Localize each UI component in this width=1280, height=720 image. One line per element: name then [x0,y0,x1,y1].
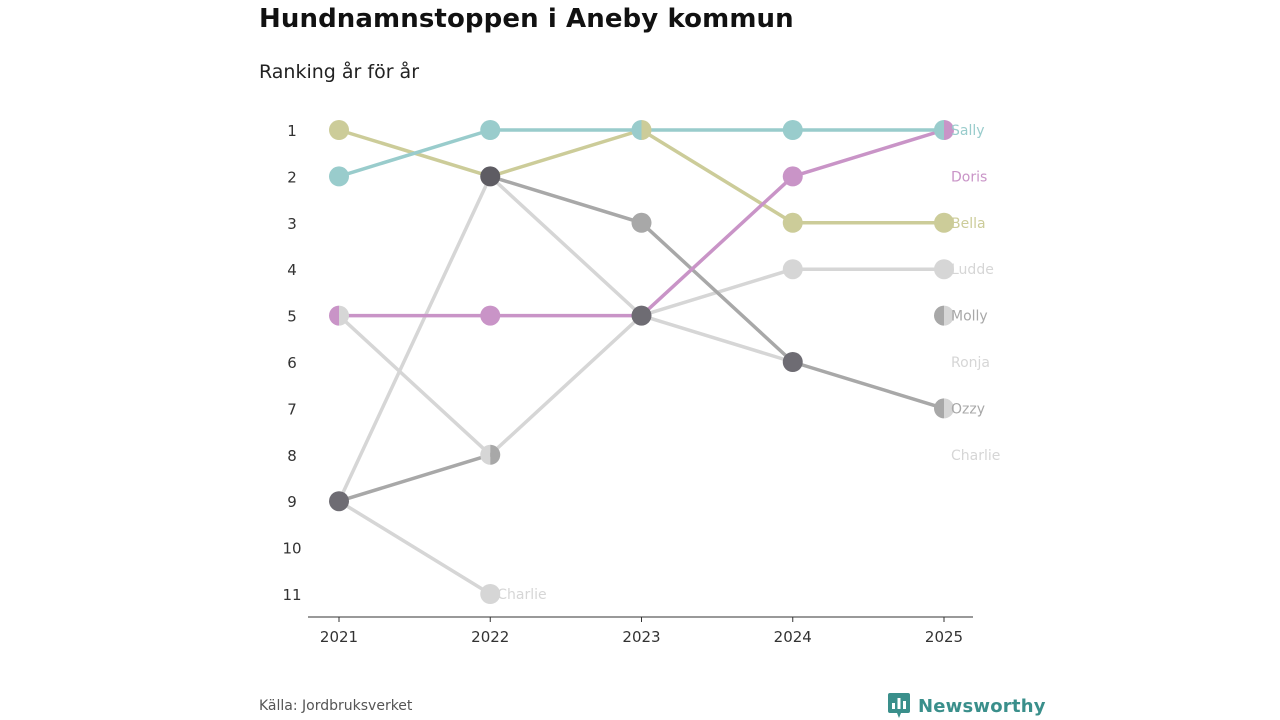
point-marker [782,212,803,233]
inline-label-charlie: Charlie [497,587,546,603]
series-line-ronja [337,313,492,457]
point-marker [329,166,349,187]
end-label-bella: Bella [951,216,986,232]
series-line-ozzy [639,221,795,364]
point-marker-left [934,305,944,326]
point-marker [480,166,501,187]
point-marker [782,166,803,187]
point-marker [782,259,803,280]
series-line-ronja [639,313,795,364]
point-marker-left [934,398,944,419]
point-marker [329,120,349,140]
y-tick-label: 1 [287,122,297,140]
bar-chart-speech-icon [888,693,910,718]
series-line-sally [337,128,492,179]
y-tick-label: 10 [282,540,301,558]
y-tick-label: 4 [287,261,297,279]
end-label-ronja: Ronja [951,355,990,371]
y-tick-label: 5 [287,308,297,326]
point-marker [480,120,501,140]
point-marker-right [490,444,501,465]
point-marker-left [934,120,944,140]
brand-logo[interactable]: Newsworthy [888,692,1046,720]
point-marker-left [631,120,642,140]
y-tick-label: 7 [287,400,297,418]
series-line-bella [488,128,644,179]
point-marker-right [641,120,652,140]
point-marker-left [480,444,491,465]
chart-subtitle: Ranking år för år [259,61,420,83]
bump-chart: 1 2 3 4 5 6 7 8 9 10 11 2021 2022 2023 2024 2025 Sally Do… [282,120,1000,646]
series-line-charlie [337,499,492,596]
end-label-sally: Sally [951,123,985,139]
x-tick-label: 2025 [925,628,963,646]
series-line-molly [337,453,492,503]
series-line-ozzy [488,174,644,225]
point-marker-left [329,305,339,326]
point-marker [631,212,652,233]
point-marker [934,212,954,233]
point-marker [329,491,349,512]
brand-name: Newsworthy [918,695,1046,717]
end-label-doris: Doris [951,169,987,185]
point-marker [480,305,501,326]
series-line-ludde [337,174,492,503]
point-marker [480,584,501,604]
point-marker-right [944,398,954,419]
series-line-ludde [488,174,644,318]
y-tick-label: 9 [287,493,297,511]
end-label-molly: Molly [951,309,988,325]
chart-title: Hundnamnstoppen i Aneby kommun [259,4,794,34]
x-tick-label: 2022 [471,628,509,646]
point-marker-right [339,305,349,326]
end-label-ozzy: Ozzy [951,401,985,417]
point-marker [782,120,803,140]
series-line-ozzy [791,360,946,411]
source-note: Källa: Jordbruksverket [259,698,413,714]
series-line-doris [791,128,946,179]
point-marker [631,305,652,326]
end-label-ludde: Ludde [951,262,994,278]
point-marker-right [944,305,954,326]
y-tick-label: 3 [287,215,297,233]
series-line-doris [639,174,795,318]
point-marker [782,352,803,372]
y-tick-label: 11 [282,586,301,604]
x-tick-label: 2023 [622,628,660,646]
y-tick-label: 2 [287,168,297,186]
y-tick-label: 6 [287,354,297,372]
x-tick-label: 2021 [320,628,358,646]
y-tick-label: 8 [287,447,297,465]
end-label-charlie: Charlie [951,448,1000,464]
x-tick-label: 2024 [774,628,812,646]
point-marker [934,259,954,280]
point-marker-right [944,120,954,140]
series-line-ronja [488,313,644,457]
series-line-bella [639,128,795,225]
